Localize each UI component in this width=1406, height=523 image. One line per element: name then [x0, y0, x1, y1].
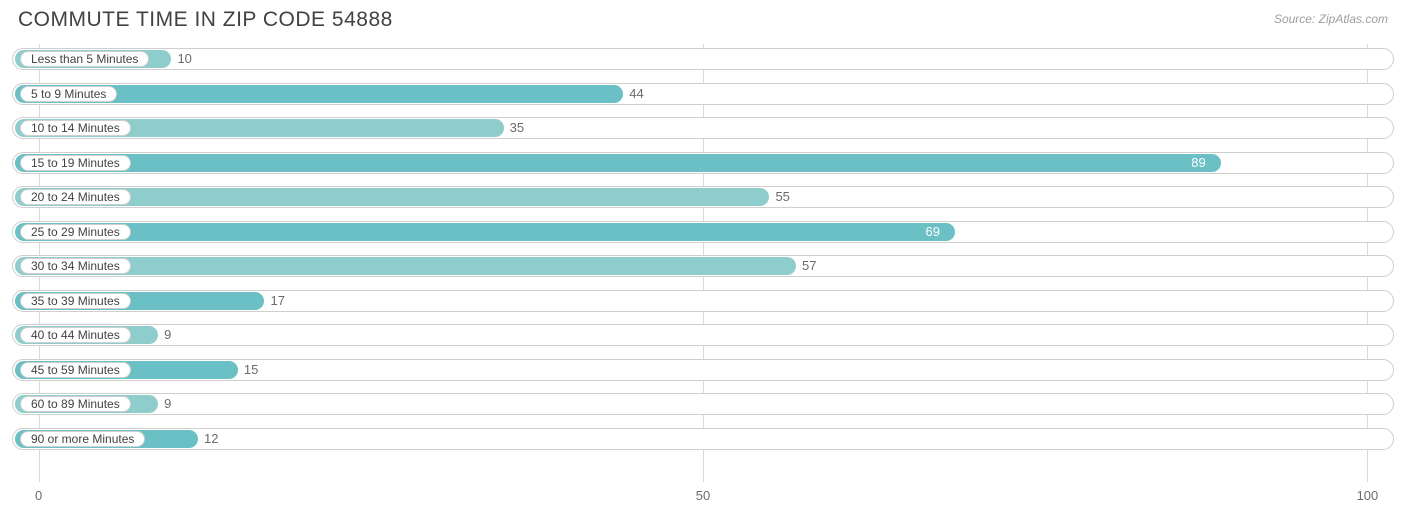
bar-fill	[15, 223, 955, 241]
bar-row: 25 to 29 Minutes 69	[12, 217, 1394, 247]
bar-category-label: Less than 5 Minutes	[20, 51, 149, 67]
bar-fill	[15, 154, 1221, 172]
bar-category-label: 30 to 34 Minutes	[20, 258, 131, 274]
bar-category-label: 25 to 29 Minutes	[20, 224, 131, 240]
bar-value-label: 44	[629, 86, 643, 102]
bar-row: 5 to 9 Minutes 44	[12, 79, 1394, 109]
x-axis: 0 50 100	[12, 486, 1394, 508]
bar-category-label: 40 to 44 Minutes	[20, 327, 131, 343]
bar-category-label: 45 to 59 Minutes	[20, 362, 131, 378]
bar-value-label: 10	[177, 51, 191, 67]
bar-category-label: 90 or more Minutes	[20, 431, 145, 447]
bar-category-label: 35 to 39 Minutes	[20, 293, 131, 309]
bar-track	[12, 48, 1394, 70]
x-tick-label: 0	[35, 488, 42, 503]
chart-container: COMMUTE TIME IN ZIP CODE 54888 Source: Z…	[0, 0, 1406, 523]
bar-value-label: 12	[204, 431, 218, 447]
bar-value-label: 57	[802, 258, 816, 274]
bar-row: 30 to 34 Minutes 57	[12, 251, 1394, 281]
bar-row: 10 to 14 Minutes 35	[12, 113, 1394, 143]
bar-value-label: 69	[925, 224, 939, 240]
bar-row: 90 or more Minutes 12	[12, 424, 1394, 454]
bar-track	[12, 428, 1394, 450]
bar-category-label: 60 to 89 Minutes	[20, 396, 131, 412]
bar-value-label: 55	[775, 189, 789, 205]
bar-value-label: 17	[270, 293, 284, 309]
bar-row: 35 to 39 Minutes 17	[12, 286, 1394, 316]
chart-title: COMMUTE TIME IN ZIP CODE 54888	[18, 8, 393, 32]
bar-row: 15 to 19 Minutes 89	[12, 148, 1394, 178]
bar-category-label: 20 to 24 Minutes	[20, 189, 131, 205]
bar-category-label: 15 to 19 Minutes	[20, 155, 131, 171]
bar-track	[12, 324, 1394, 346]
bar-row: 45 to 59 Minutes 15	[12, 355, 1394, 385]
bar-fill	[15, 257, 796, 275]
plot-area: Less than 5 Minutes 10 5 to 9 Minutes 44 10 …	[12, 44, 1394, 482]
bar-value-label: 89	[1191, 155, 1205, 171]
bar-category-label: 5 to 9 Minutes	[20, 86, 117, 102]
x-tick-label: 50	[696, 488, 710, 503]
bar-value-label: 9	[164, 327, 171, 343]
chart-source: Source: ZipAtlas.com	[1274, 12, 1388, 26]
bar-category-label: 10 to 14 Minutes	[20, 120, 131, 136]
bar-row: 20 to 24 Minutes 55	[12, 182, 1394, 212]
bar-value-label: 35	[510, 120, 524, 136]
bar-row: Less than 5 Minutes 10	[12, 44, 1394, 74]
bar-row: 60 to 89 Minutes 9	[12, 389, 1394, 419]
chart-header: COMMUTE TIME IN ZIP CODE 54888 Source: Z…	[12, 8, 1394, 44]
x-tick-label: 100	[1357, 488, 1379, 503]
bar-track	[12, 393, 1394, 415]
bar-value-label: 9	[164, 396, 171, 412]
bar-row: 40 to 44 Minutes 9	[12, 320, 1394, 350]
bar-value-label: 15	[244, 362, 258, 378]
